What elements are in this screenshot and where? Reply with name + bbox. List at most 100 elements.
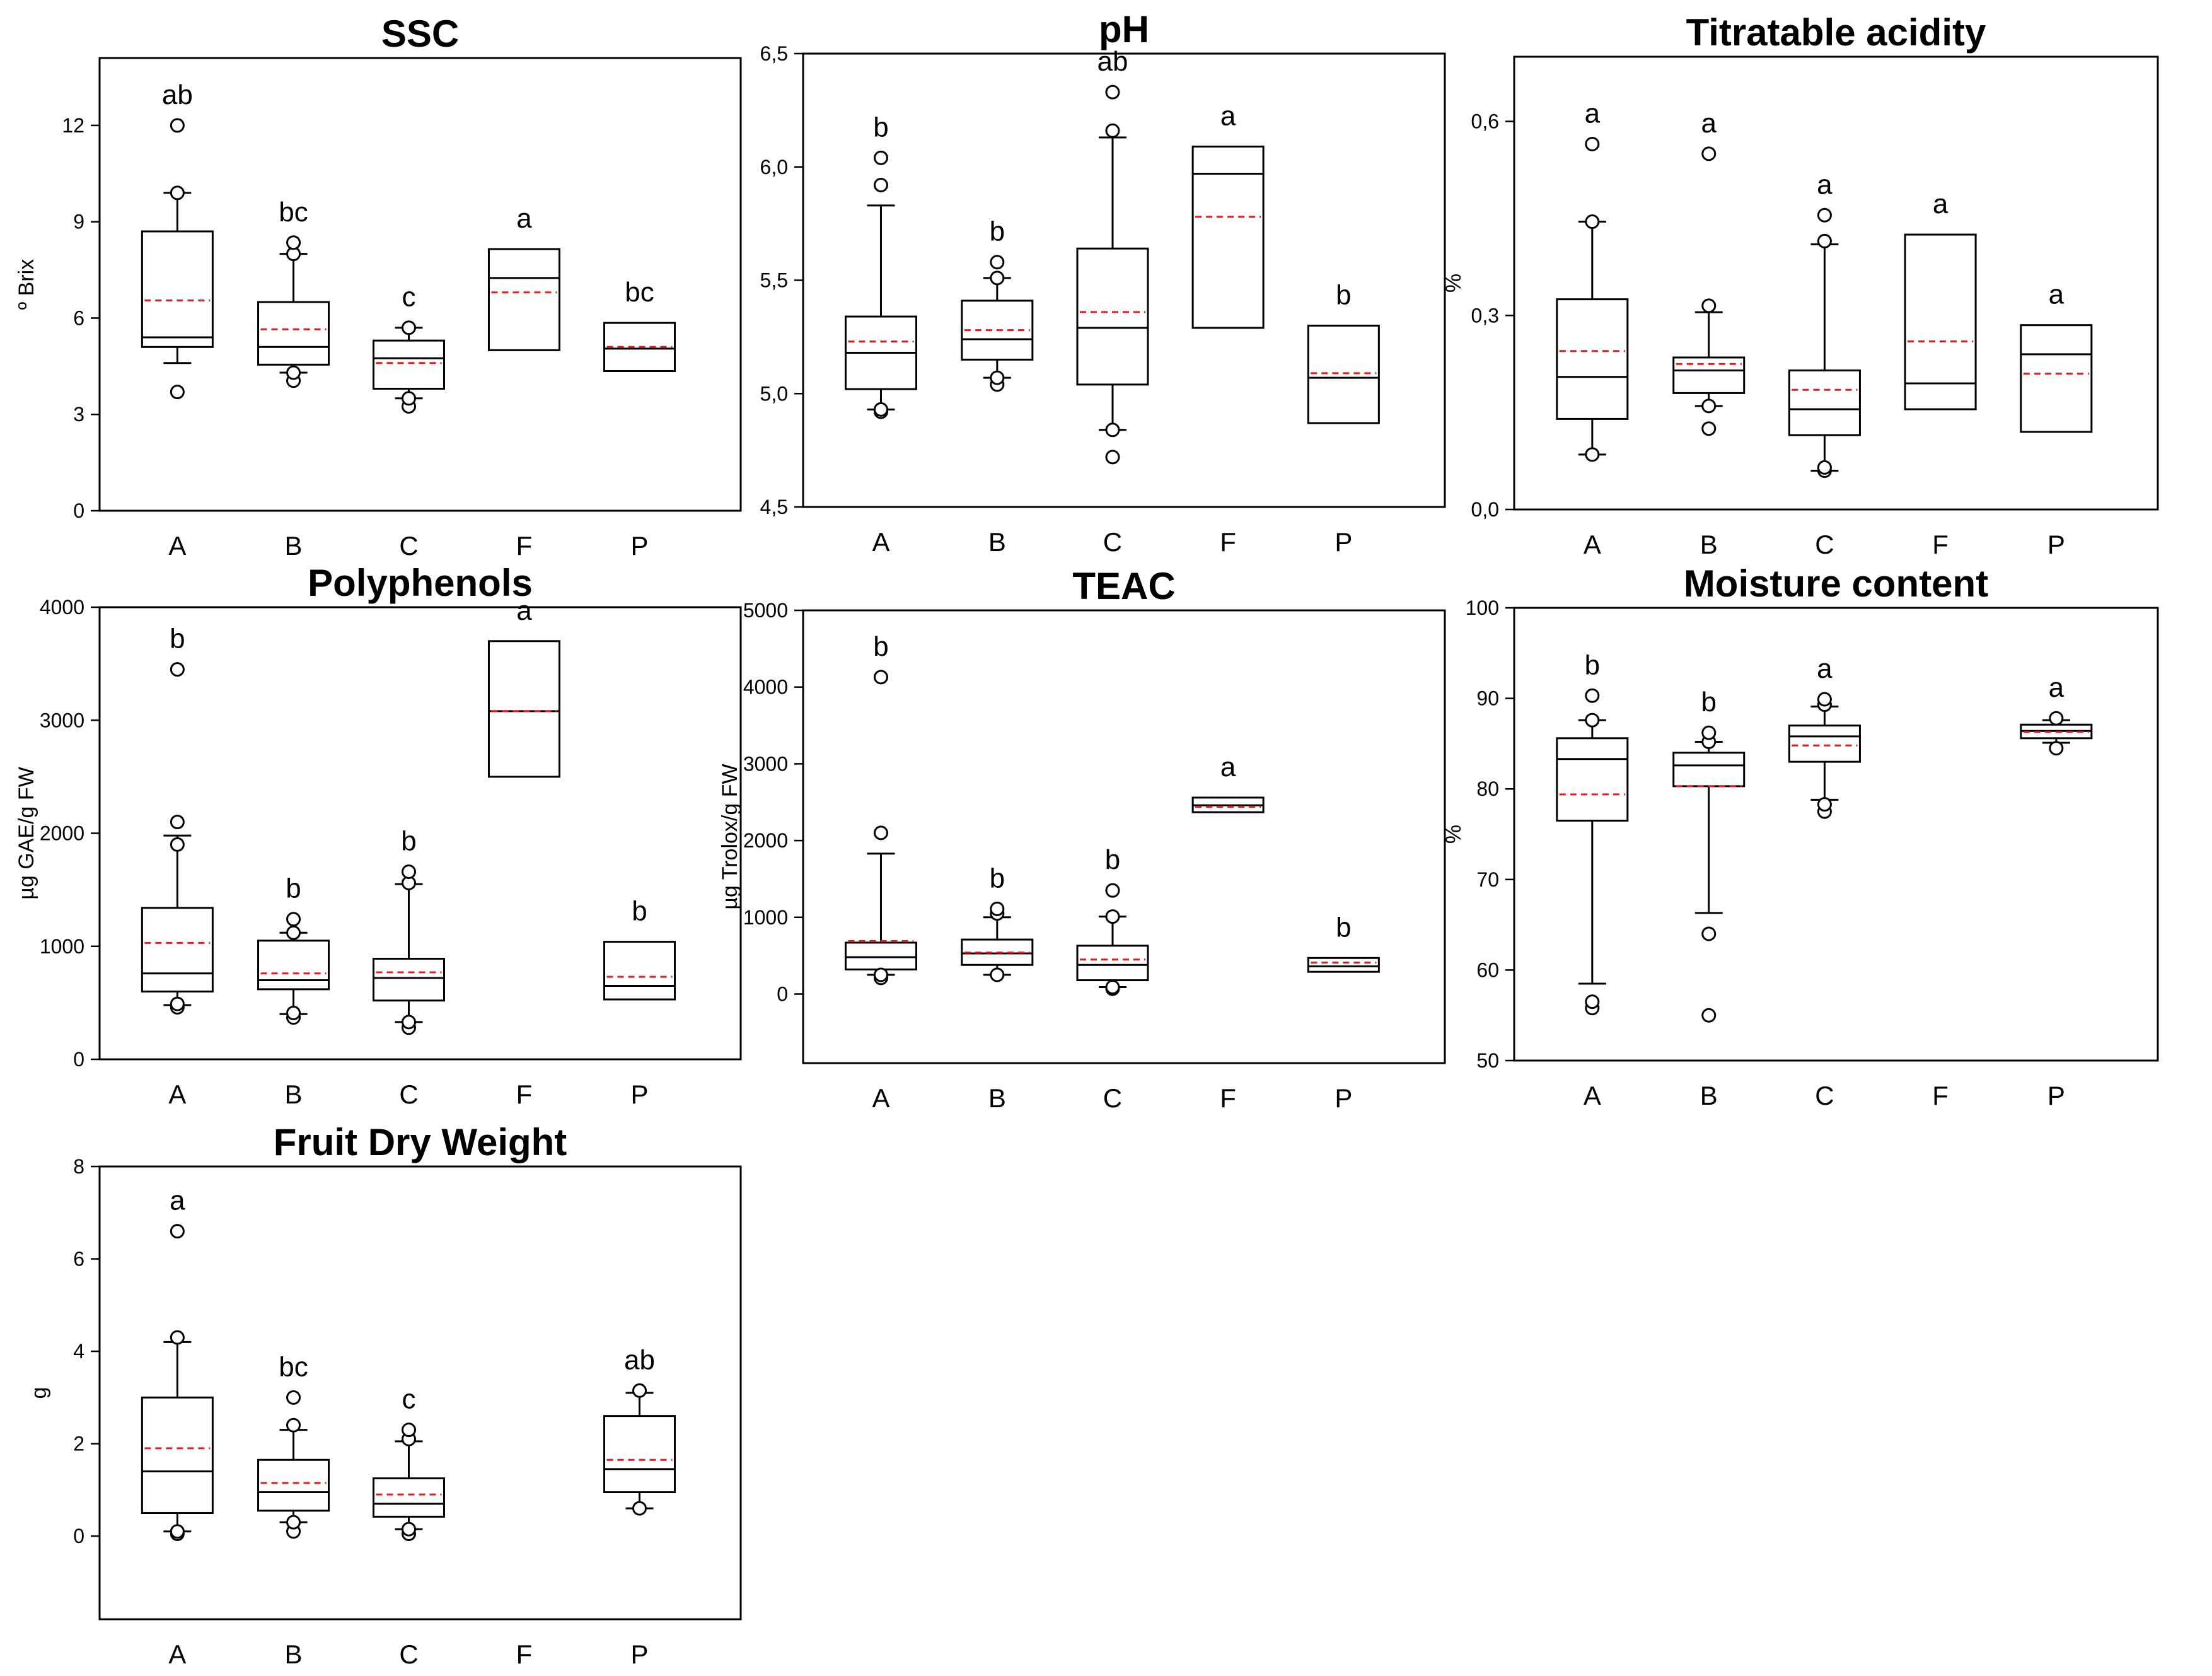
- box-group-A: a: [141, 1185, 214, 1541]
- x-category-label: A: [168, 531, 186, 561]
- box-iqr: [141, 1396, 214, 1514]
- outlier-point: [873, 967, 888, 982]
- box-group-C: ab: [1076, 46, 1149, 465]
- y-axis-label: µg Trolox/g FW: [718, 764, 742, 909]
- y-tick-label: 5,0: [760, 382, 788, 405]
- outlier-point: [990, 255, 1005, 270]
- outlier-point: [401, 320, 416, 335]
- box-iqr: [2020, 324, 2093, 433]
- significance-letter: b: [286, 873, 301, 904]
- significance-letter: bc: [279, 197, 308, 228]
- x-category-label: A: [872, 527, 889, 557]
- outlier-point: [170, 815, 185, 830]
- significance-letter: a: [1933, 189, 1949, 219]
- y-tick-label: 50: [1476, 1049, 1499, 1072]
- outlier-point: [401, 1522, 416, 1537]
- x-category-label: F: [1220, 1083, 1236, 1113]
- outlier-point: [873, 178, 888, 193]
- box-group-F: a: [1191, 100, 1265, 329]
- x-category-label: B: [285, 1639, 303, 1669]
- x-category-label: F: [1932, 530, 1949, 559]
- y-tick-label: 4000: [743, 676, 788, 699]
- box-iqr: [603, 1415, 676, 1494]
- x-category-label: C: [1815, 1081, 1834, 1110]
- chart-panel-1: SSC 0 3 6 9 12 º Brix A B C F Pab bc c a bc: [14, 13, 742, 561]
- outlier-point: [1105, 422, 1120, 438]
- box-group-C: b: [372, 825, 445, 1035]
- y-axis-label: g: [27, 1387, 51, 1399]
- outlier-point: [170, 1330, 185, 1345]
- x-category-label: B: [1700, 530, 1718, 559]
- x-category-label: A: [168, 1080, 186, 1109]
- y-tick-label: 5,5: [760, 269, 788, 292]
- significance-letter: ab: [162, 79, 193, 110]
- y-tick-label: 6,0: [760, 156, 788, 178]
- box-iqr: [603, 322, 676, 372]
- outlier-point: [170, 385, 185, 400]
- box-group-C: a: [1788, 653, 1861, 819]
- y-tick-label: 9: [73, 211, 84, 233]
- box-group-A: ab: [141, 79, 214, 400]
- x-category-label: P: [631, 1080, 649, 1109]
- outlier-point: [1701, 1008, 1717, 1023]
- outlier-point: [990, 271, 1005, 286]
- outlier-point: [286, 1390, 301, 1405]
- outlier-point: [286, 1417, 301, 1433]
- chart-title: Titratable acidity: [1686, 11, 1986, 54]
- y-tick-label: 3000: [743, 752, 788, 775]
- significance-letter: b: [990, 863, 1005, 893]
- y-tick-label: 0,6: [1471, 110, 1499, 133]
- outlier-point: [990, 901, 1005, 916]
- significance-letter: ab: [624, 1344, 655, 1375]
- box-iqr: [1788, 369, 1861, 436]
- box-group-B: b: [1672, 687, 1746, 1023]
- box-group-P: b: [1307, 279, 1380, 424]
- y-tick-label: 3000: [40, 709, 84, 731]
- box-iqr: [1556, 737, 1629, 822]
- y-axis-label: µg GAE/g FW: [14, 767, 38, 899]
- outlier-point: [286, 925, 301, 940]
- box-group-P: b: [603, 896, 676, 1001]
- y-axis-label: %: [1442, 825, 1466, 844]
- box-group-A: b: [844, 631, 917, 986]
- x-category-label: P: [631, 531, 649, 561]
- box-iqr: [372, 957, 445, 1002]
- box-iqr: [961, 300, 1034, 361]
- y-tick-label: 8: [73, 1155, 84, 1178]
- outlier-point: [1817, 233, 1832, 248]
- box-group-A: b: [1556, 649, 1629, 1016]
- box-group-A: a: [1556, 98, 1629, 462]
- box-iqr: [603, 941, 676, 1001]
- outlier-point: [873, 150, 888, 165]
- box-iqr: [487, 640, 560, 778]
- outlier-point: [1585, 136, 1600, 151]
- significance-letter: ab: [1097, 46, 1128, 77]
- y-tick-label: 0: [777, 982, 788, 1005]
- y-tick-label: 0,3: [1471, 304, 1499, 327]
- x-category-label: F: [516, 1080, 533, 1109]
- plot-frame: [98, 57, 742, 512]
- box-iqr: [1672, 752, 1746, 788]
- y-tick-label: 100: [1466, 596, 1499, 619]
- x-category-label: F: [516, 1639, 533, 1669]
- significance-letter: a: [2049, 279, 2064, 310]
- box-group-P: bc: [603, 277, 676, 372]
- significance-letter: c: [402, 282, 415, 313]
- x-category-label: C: [1103, 1083, 1122, 1113]
- box-iqr: [372, 339, 445, 390]
- box-iqr: [141, 907, 214, 992]
- box-group-P: ab: [603, 1344, 676, 1516]
- outlier-point: [1701, 421, 1717, 436]
- outlier-point: [1701, 926, 1717, 941]
- significance-letter: a: [1220, 752, 1236, 783]
- x-category-label: B: [988, 1083, 1006, 1113]
- outlier-point: [1585, 994, 1600, 1010]
- outlier-point: [873, 825, 888, 841]
- outlier-point: [286, 1006, 301, 1021]
- box-iqr: [844, 941, 917, 971]
- outlier-point: [1701, 399, 1717, 414]
- y-tick-label: 2000: [40, 822, 84, 845]
- x-category-label: A: [872, 1083, 889, 1113]
